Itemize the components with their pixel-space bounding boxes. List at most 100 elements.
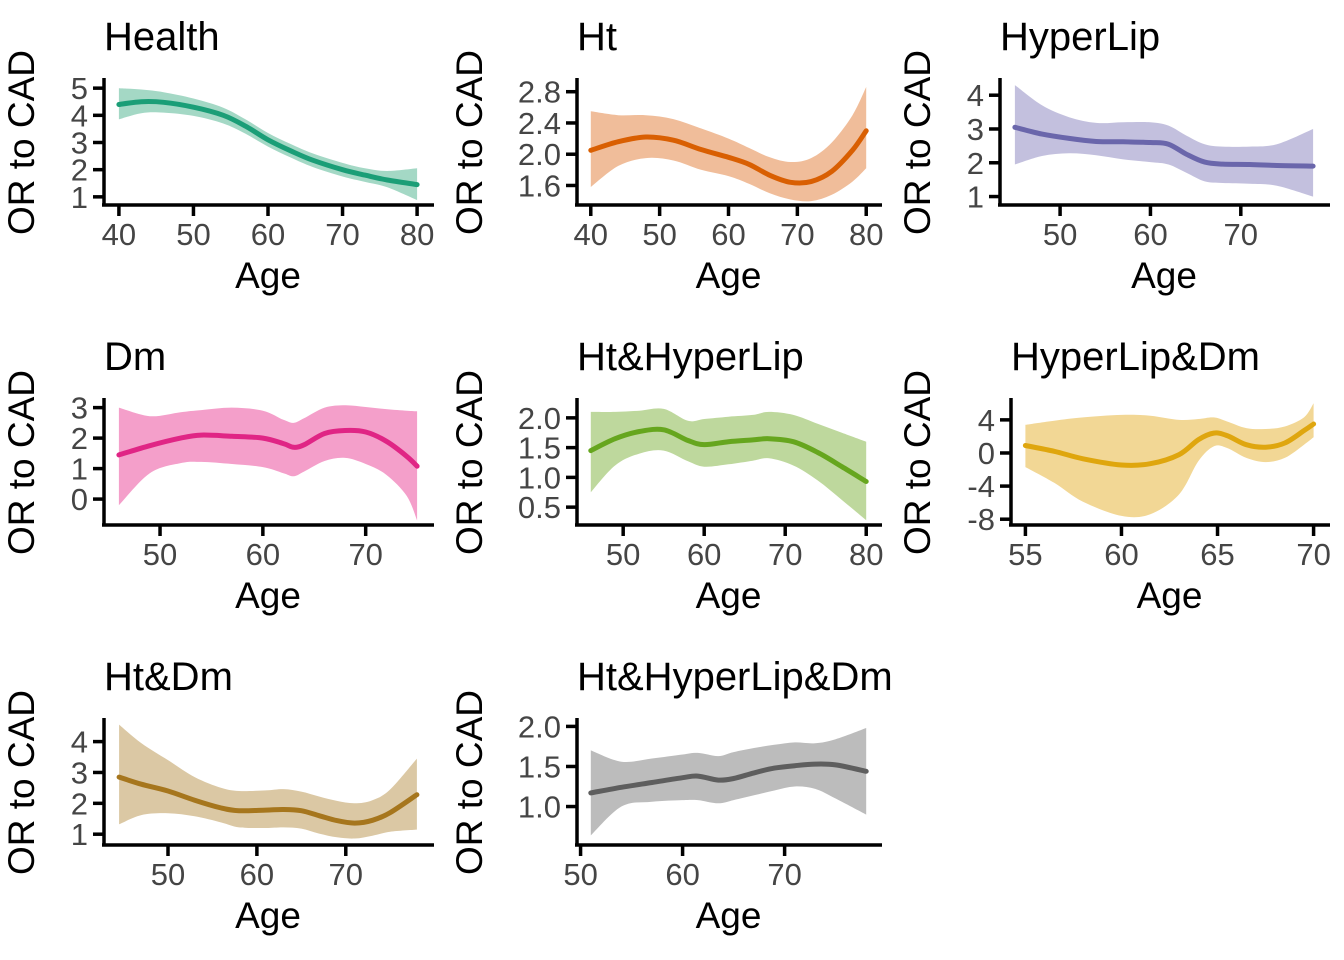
trend-line	[588, 128, 869, 186]
panel-title: Ht	[577, 15, 617, 59]
y-tick-label: 2	[71, 153, 88, 188]
chart-svg: 50 60 70 1.0 1.5 2.0 Ht&HyperLip&Dm Age OR to CA…	[449, 655, 893, 936]
confidence-band	[119, 724, 417, 839]
x-tick-label: 65	[1200, 537, 1234, 572]
x-axis-label: Age	[1131, 255, 1197, 296]
y-tick-label: 1	[967, 180, 984, 215]
x-axis-label: Age	[235, 895, 301, 936]
y-tick-label: 2.8	[518, 75, 561, 110]
x-axis-label: Age	[696, 255, 762, 296]
y-tick-label: 1.5	[518, 431, 561, 466]
panel-title: HyperLip	[1000, 15, 1160, 59]
x-axis-label: Age	[696, 575, 762, 616]
panel-title: Health	[104, 15, 220, 59]
y-tick-label: 3	[71, 755, 88, 790]
y-tick-label: 2.0	[518, 709, 561, 744]
chart-panel-ht: 40 50 60 70 80 1.6 2.0 2.4 2.8 Ht Age OR to CAD	[448, 0, 896, 320]
y-axis-label: OR to CAD	[897, 50, 938, 235]
y-tick-label: 3	[967, 112, 984, 147]
x-tick-label: 70	[780, 217, 814, 252]
y-axis-label: OR to CAD	[449, 370, 490, 555]
y-axis-label: OR to CAD	[897, 370, 938, 555]
x-tick-label: 50	[176, 217, 210, 252]
y-tick-label: 4	[978, 403, 995, 438]
x-tick-label: 60	[665, 857, 699, 892]
x-tick-label: 80	[849, 537, 883, 572]
trend-line	[1012, 124, 1316, 169]
y-tick-label: 1.0	[518, 790, 561, 825]
chart-panel-hyperlip-and-dm: 55 60 65 70 -8 -4 0 4 HyperLip&Dm Age OR to CAD	[896, 320, 1344, 640]
trend-line	[116, 774, 420, 826]
confidence-band	[590, 87, 867, 202]
x-tick-label: 70	[767, 857, 801, 892]
x-tick-label: 70	[325, 217, 359, 252]
y-tick-label: 1.5	[518, 749, 561, 784]
y-tick-label: 1	[71, 452, 88, 487]
y-tick-label: 2	[71, 421, 88, 456]
x-tick-label: 50	[563, 857, 597, 892]
x-tick-label: 70	[348, 537, 382, 572]
chart-svg: 50 60 70 80 0.51.01.52.0 Ht&HyperLip Age OR to …	[449, 335, 883, 616]
y-tick-label: 3	[71, 391, 88, 426]
chart-svg: 55 60 65 70 -8-404 HyperLip&Dm Age OR to CAD	[897, 335, 1331, 616]
y-tick-label: 2	[967, 146, 984, 181]
x-axis-label: Age	[696, 895, 762, 936]
x-tick-label: 60	[246, 537, 280, 572]
trend-line	[588, 761, 869, 796]
y-axis-label: OR to CAD	[1, 690, 42, 875]
chart-panel-ht-and-dm: 50 60 70 1 2 3 4 Ht&Dm Age OR to CAD	[0, 640, 448, 960]
y-tick-label: 0	[71, 482, 88, 517]
y-tick-label: 2.0	[518, 401, 561, 436]
trend-line	[116, 427, 420, 469]
y-axis-label: OR to CAD	[1, 50, 42, 235]
y-tick-label: 4	[967, 78, 984, 113]
chart-panel-health: 40 50 60 70 80 1 2 3 4 5 Health Age OR to CAD	[0, 0, 448, 320]
y-tick-label: 1.6	[518, 168, 561, 203]
x-axis-label: Age	[235, 575, 301, 616]
trend-line	[588, 426, 869, 484]
chart-panel-dm: 50 60 70 0 1 2 3 Dm Age OR to CAD	[0, 320, 448, 640]
panel-title: HyperLip&Dm	[1011, 335, 1260, 379]
y-axis-label: OR to CAD	[449, 690, 490, 875]
chart-panel-ht-and-hyperlip: 50 60 70 80 0.5 1.0 1.5 2.0 Ht&HyperLip Age OR to …	[448, 320, 896, 640]
y-axis-label: OR to CAD	[1, 370, 42, 555]
x-tick-label: 40	[574, 217, 608, 252]
panel-title: Dm	[104, 335, 166, 379]
confidence-band	[118, 405, 418, 521]
x-tick-label: 50	[642, 217, 676, 252]
y-tick-label: 1.0	[518, 460, 561, 495]
trend-line	[116, 99, 420, 188]
panel-title: Ht&Dm	[104, 655, 233, 699]
chart-svg: 40 50 60 70 80 1.62.02.42.8 Ht Age OR to CAD	[449, 15, 883, 296]
x-tick-label: 50	[151, 857, 185, 892]
x-tick-label: 50	[1043, 217, 1077, 252]
y-tick-label: 4	[71, 98, 88, 133]
x-tick-label: 70	[768, 537, 802, 572]
x-tick-label: 50	[143, 537, 177, 572]
y-axis-label: OR to CAD	[449, 50, 490, 235]
x-tick-label: 60	[251, 217, 285, 252]
y-tick-label: 3	[71, 126, 88, 161]
x-tick-label: 70	[329, 857, 363, 892]
y-tick-label: 0.5	[518, 490, 561, 525]
x-tick-label: 70	[1224, 217, 1258, 252]
x-axis-label: Age	[235, 255, 301, 296]
x-tick-label: 80	[400, 217, 434, 252]
x-tick-label: 40	[102, 217, 136, 252]
confidence-band	[118, 88, 418, 201]
x-tick-label: 60	[1133, 217, 1167, 252]
y-tick-label: 2.4	[518, 106, 561, 141]
chart-panel-hyperlip: 50 60 70 1 2 3 4 HyperLip Age OR to CAD	[896, 0, 1344, 320]
y-tick-label: -8	[967, 502, 995, 537]
y-tick-label: 4	[71, 725, 88, 760]
x-tick-label: 60	[1104, 537, 1138, 572]
y-tick-label: 5	[71, 71, 88, 106]
x-tick-label: 60	[240, 857, 274, 892]
y-tick-label: 0	[978, 436, 995, 471]
x-tick-label: 55	[1008, 537, 1042, 572]
